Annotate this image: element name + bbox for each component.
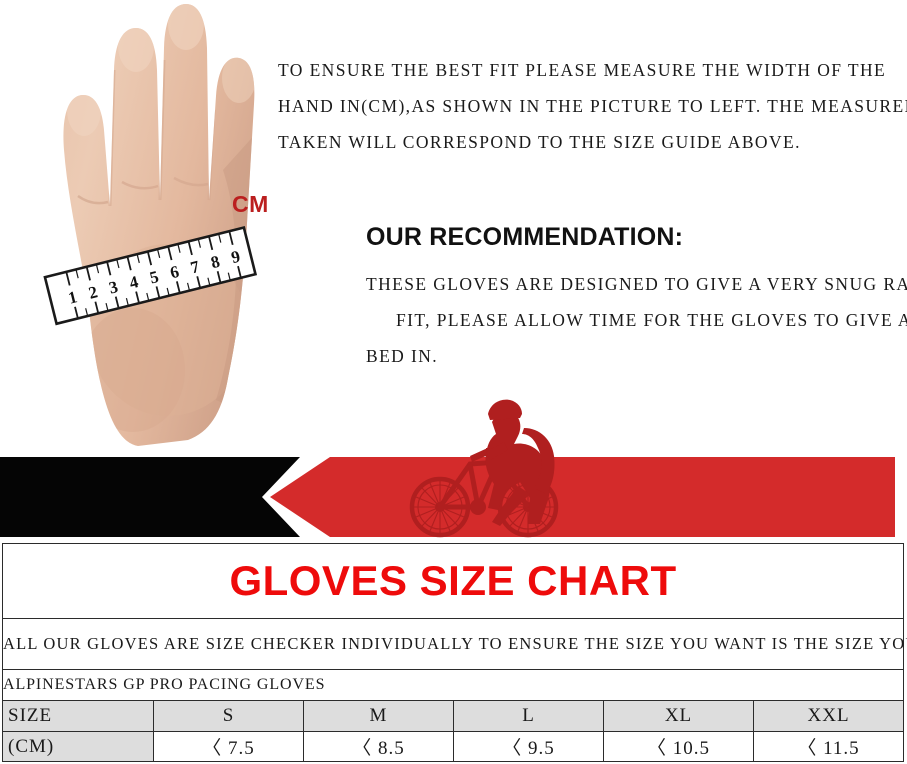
banner-red-arrow (270, 457, 895, 537)
measurement-s: 〈 7.5 (153, 731, 304, 762)
table-row-note: ALL OUR GLOVES ARE SIZE CHECKER INDIVIDU… (1, 618, 907, 670)
reco-line-1: THESE GLOVES ARE DESIGNED TO GIVE A VERY… (366, 274, 907, 294)
gloves-size-chart-table: GLOVES SIZE CHART ALL OUR GLOVES ARE SIZ… (1, 543, 907, 762)
reco-line-3: BED IN. (366, 346, 439, 366)
banner-black-band (0, 457, 300, 537)
reco-line-2: FIT, PLEASE ALLOW TIME FOR THE GLOVES TO… (396, 310, 907, 330)
intro-line-2: HAND IN(CM),AS SHOWN IN THE PICTURE TO L… (278, 96, 907, 116)
size-check-note: ALL OUR GLOVES ARE SIZE CHECKER INDIVIDU… (1, 618, 907, 670)
top-info-section: 1 2 3 4 5 6 7 8 9 CM TO ENSURE THE BEST … (18, 0, 907, 457)
size-chart-table-container: GLOVES SIZE CHART ALL OUR GLOVES ARE SIZ… (1, 543, 907, 763)
measurement-xl: 〈 10.5 (603, 731, 754, 762)
fit-instructions-text: TO ENSURE THE BEST FIT PLEASE MEASURE TH… (278, 52, 907, 160)
hand-palm-photo: 1 2 3 4 5 6 7 8 9 (43, 4, 258, 446)
size-header-l: L (453, 700, 604, 732)
recommendation-heading: OUR RECOMMENDATION: (366, 223, 684, 251)
chart-title: GLOVES SIZE CHART (1, 543, 905, 619)
table-row-title: GLOVES SIZE CHART (1, 543, 905, 619)
size-header-xl: XL (603, 700, 754, 732)
measurement-xxl: 〈 11.5 (752, 731, 905, 762)
recommendation-text: THESE GLOVES ARE DESIGNED TO GIVE A VERY… (366, 266, 907, 374)
measurement-m: 〈 8.5 (303, 731, 454, 762)
size-header-m: M (303, 700, 454, 732)
row-label-unit: (CM) (2, 731, 154, 762)
cyclist-silhouette (409, 399, 559, 538)
measurement-l: 〈 9.5 (453, 731, 604, 762)
table-row-size-header: SIZE S M L XL XXL (2, 700, 905, 732)
size-header-s: S (153, 700, 304, 732)
hand-measurement-photo: 1 2 3 4 5 6 7 8 9 (18, 0, 280, 457)
cm-unit-label: CM (232, 191, 269, 217)
product-name: ALPINESTARS GP PRO PACING GLOVES (1, 669, 905, 701)
table-row-product: ALPINESTARS GP PRO PACING GLOVES (1, 669, 905, 701)
intro-line-3: TAKEN WILL CORRESPOND TO THE SIZE GUIDE … (278, 132, 801, 152)
cyclist-banner (0, 390, 907, 542)
size-header-xxl: XXL (752, 700, 905, 732)
table-row-measurements: (CM) 〈 7.5 〈 8.5 〈 9.5 〈 10.5 〈 11.5 (2, 731, 905, 762)
tape-measure: 1 2 3 4 5 6 7 8 9 (43, 226, 258, 326)
row-label-size: SIZE (2, 700, 154, 732)
banner-chevron-gap (262, 457, 362, 537)
intro-line-1: TO ENSURE THE BEST FIT PLEASE MEASURE TH… (278, 60, 887, 80)
